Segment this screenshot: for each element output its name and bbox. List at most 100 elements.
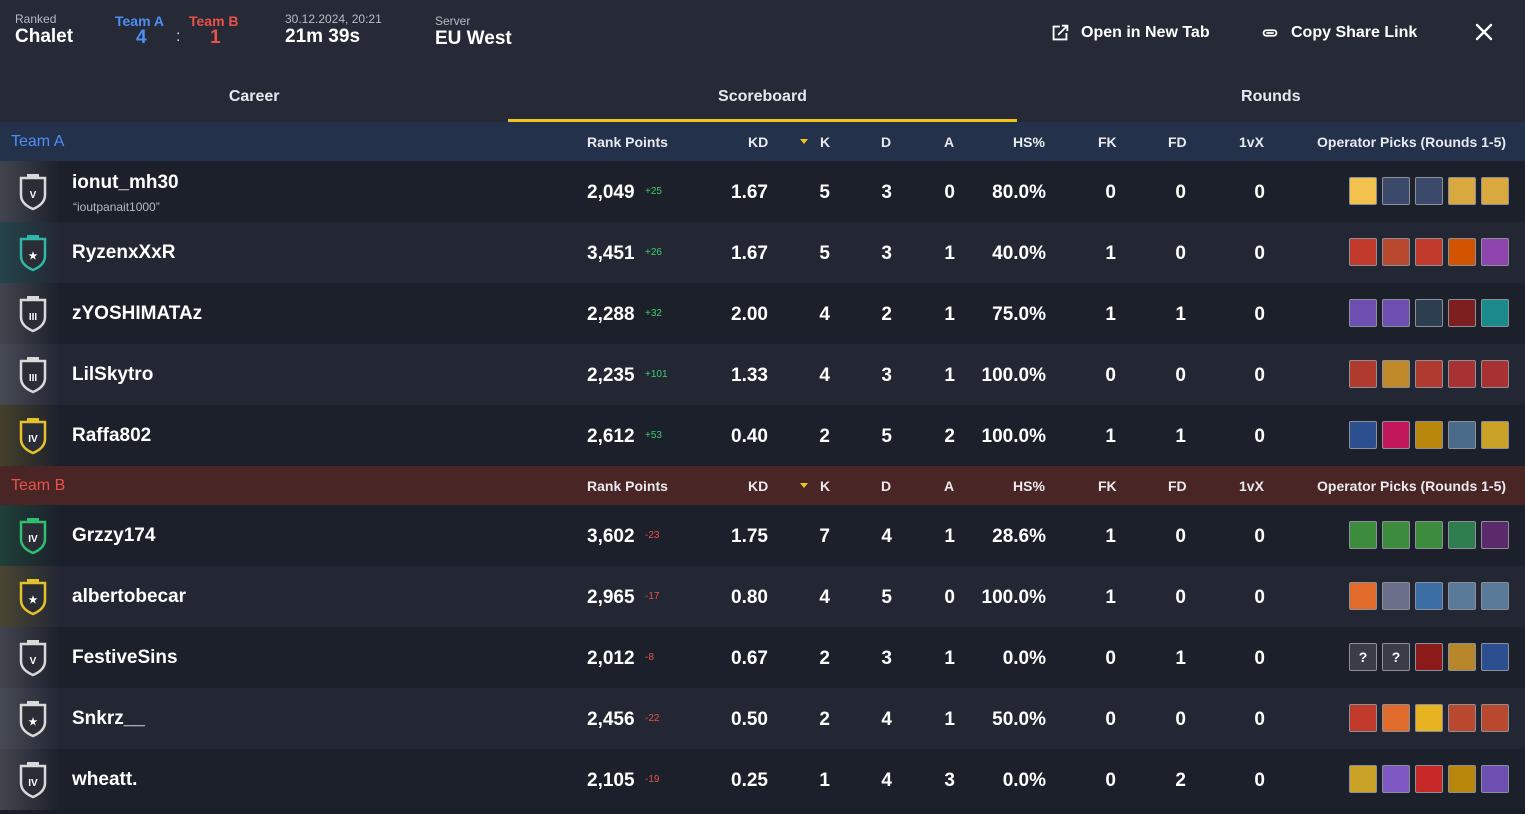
- column-header-ops[interactable]: Operator Picks (Rounds 1-5): [1317, 478, 1507, 494]
- column-header-d[interactable]: D: [881, 134, 892, 150]
- anchor-icon[interactable]: [1349, 238, 1377, 266]
- shield-icon[interactable]: [1415, 421, 1443, 449]
- wolf-icon[interactable]: [1481, 299, 1509, 327]
- player-name[interactable]: ionut_mh30: [72, 172, 179, 193]
- hand-icon[interactable]: [1349, 582, 1377, 610]
- player-row[interactable]: ★ RyzenxXxR 3,451 +26 1.67 5 3 1 40.0% 1 0 0: [0, 222, 1525, 283]
- player-row[interactable]: IV Grzzy174 3,602 -23 1.75 7 4 1 28.6% 1 0 0: [0, 505, 1525, 566]
- column-header-fd[interactable]: FD: [1168, 134, 1187, 150]
- column-header-onevx[interactable]: 1vX: [1239, 478, 1264, 494]
- tree-icon[interactable]: [1349, 521, 1377, 549]
- column-header-k[interactable]: K: [820, 134, 831, 150]
- hexagon-icon[interactable]: [1349, 177, 1377, 205]
- helmet-icon[interactable]: [1448, 582, 1476, 610]
- skull-icon[interactable]: [1481, 360, 1509, 388]
- power-icon[interactable]: [1382, 582, 1410, 610]
- stat-a: 0: [944, 182, 955, 203]
- arrow-icon[interactable]: [1448, 521, 1476, 549]
- anchor-icon[interactable]: [1415, 238, 1443, 266]
- player-row[interactable]: IV Raffa802 2,612 +53 0.40 2 5 2 100.0% 1 1 0: [0, 405, 1525, 466]
- burst-icon[interactable]: [1349, 360, 1377, 388]
- stripes-icon[interactable]: [1481, 765, 1509, 793]
- tree-icon[interactable]: [1415, 521, 1443, 549]
- blade-icon[interactable]: [1349, 765, 1377, 793]
- cross-icon[interactable]: [1448, 704, 1476, 732]
- stat-a: 3: [944, 770, 955, 791]
- player-name[interactable]: Grzzy174: [72, 525, 156, 546]
- bird-icon[interactable]: [1481, 521, 1509, 549]
- player-row[interactable]: III LilSkytro 2,235 +101 1.33 4 3 1 100.0% 0 0 0: [0, 344, 1525, 405]
- column-header-fd[interactable]: FD: [1168, 478, 1187, 494]
- mask-icon[interactable]: [1448, 177, 1476, 205]
- question-icon[interactable]: ?: [1349, 643, 1377, 671]
- wing-icon[interactable]: [1349, 421, 1377, 449]
- swoosh-icon[interactable]: [1382, 421, 1410, 449]
- tab-career[interactable]: Career: [228, 88, 280, 105]
- rank-badge-icon: ★: [19, 235, 47, 272]
- target-icon[interactable]: [1415, 299, 1443, 327]
- stat-d: 5: [881, 426, 892, 447]
- tree-icon[interactable]: [1382, 521, 1410, 549]
- crown-icon[interactable]: [1415, 177, 1443, 205]
- stripes-icon[interactable]: [1349, 299, 1377, 327]
- column-header-d[interactable]: D: [881, 478, 892, 494]
- tab-rounds[interactable]: Rounds: [1241, 88, 1301, 105]
- player-name[interactable]: FestiveSins: [72, 647, 178, 668]
- visor-icon[interactable]: [1448, 421, 1476, 449]
- cross-icon[interactable]: [1382, 238, 1410, 266]
- player-name[interactable]: LilSkytro: [72, 364, 154, 385]
- wing-icon[interactable]: [1481, 643, 1509, 671]
- player-row[interactable]: ★ albertobecar 2,965 -17 0.80 4 5 0 100.0% 1 0 0: [0, 566, 1525, 627]
- column-header-onevx[interactable]: 1vX: [1239, 134, 1264, 150]
- claw-icon[interactable]: [1448, 643, 1476, 671]
- burst-icon[interactable]: [1415, 765, 1443, 793]
- column-header-hs[interactable]: HS%: [1013, 134, 1045, 150]
- hammer-icon[interactable]: [1448, 238, 1476, 266]
- column-header-kd[interactable]: KD: [748, 478, 769, 494]
- column-header-hs[interactable]: HS%: [1013, 478, 1045, 494]
- open-new-tab-button[interactable]: Open in New Tab: [1049, 20, 1210, 46]
- fox-icon[interactable]: [1415, 643, 1443, 671]
- column-header-fk[interactable]: FK: [1098, 134, 1117, 150]
- column-header-rank-points[interactable]: Rank Points: [587, 478, 668, 494]
- player-name[interactable]: wheatt.: [72, 769, 138, 790]
- blade-icon[interactable]: [1481, 421, 1509, 449]
- copy-share-link-button[interactable]: Copy Share Link: [1259, 20, 1417, 46]
- column-header-fk[interactable]: FK: [1098, 478, 1117, 494]
- visor-icon[interactable]: [1415, 582, 1443, 610]
- mask-icon[interactable]: [1415, 704, 1443, 732]
- stripes-icon[interactable]: [1382, 299, 1410, 327]
- claw-icon[interactable]: [1382, 360, 1410, 388]
- shield-icon[interactable]: [1448, 765, 1476, 793]
- tab-scoreboard[interactable]: Scoreboard: [508, 68, 1017, 122]
- crown-icon[interactable]: [1382, 177, 1410, 205]
- column-header-rank-points[interactable]: Rank Points: [587, 134, 668, 150]
- cross-icon[interactable]: [1481, 704, 1509, 732]
- player-row[interactable]: ★ Snkrz__ 2,456 -22 0.50 2 4 1 50.0% 0 0 0: [0, 688, 1525, 749]
- player-row[interactable]: III zYOSHIMATAz 2,288 +32 2.00 4 2 1 75.0% 1 1 0: [0, 283, 1525, 344]
- helmet-icon[interactable]: [1481, 582, 1509, 610]
- hand-icon[interactable]: [1382, 704, 1410, 732]
- fox-icon[interactable]: [1448, 299, 1476, 327]
- column-header-kd[interactable]: KD: [748, 134, 769, 150]
- close-icon[interactable]: [1472, 20, 1496, 44]
- column-header-k[interactable]: K: [820, 478, 831, 494]
- player-name[interactable]: zYOSHIMATAz: [72, 303, 203, 324]
- swirl-icon[interactable]: [1481, 238, 1509, 266]
- mask-icon[interactable]: [1481, 177, 1509, 205]
- player-name[interactable]: albertobecar: [72, 586, 187, 607]
- skull-icon[interactable]: [1448, 360, 1476, 388]
- player-name[interactable]: Snkrz__: [72, 708, 145, 729]
- burst-icon[interactable]: [1415, 360, 1443, 388]
- hammer-icon[interactable]: [1349, 704, 1377, 732]
- player-name[interactable]: Raffa802: [72, 425, 152, 446]
- swirl-icon[interactable]: [1382, 765, 1410, 793]
- column-header-a[interactable]: A: [944, 478, 955, 494]
- column-header-ops[interactable]: Operator Picks (Rounds 1-5): [1317, 134, 1507, 150]
- player-row[interactable]: IV wheatt. 2,105 -19 0.25 1 4 3 0.0% 0 2 0: [0, 749, 1525, 810]
- column-header-a[interactable]: A: [944, 134, 955, 150]
- player-name[interactable]: RyzenxXxR: [72, 242, 176, 263]
- player-row[interactable]: V FestiveSins 2,012 -8 0.67 2 3 1 0.0% 0 1 0??: [0, 627, 1525, 688]
- question-icon[interactable]: ?: [1382, 643, 1410, 671]
